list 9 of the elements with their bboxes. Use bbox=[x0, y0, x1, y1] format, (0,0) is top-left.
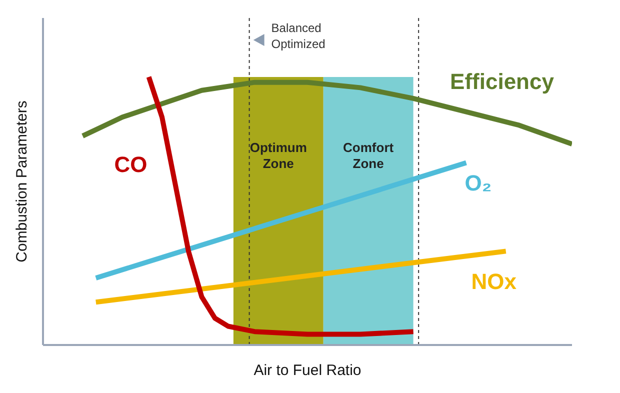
series-label: O₂ bbox=[464, 170, 492, 196]
series-label: Efficiency bbox=[450, 68, 555, 94]
series-label: NOx bbox=[471, 269, 518, 294]
x-axis-title: Air to Fuel Ratio bbox=[254, 362, 362, 379]
text: Balanced Optimized bbox=[271, 21, 326, 51]
annotation: Comfort Zone bbox=[343, 140, 394, 171]
annotation: Optimum Zone bbox=[250, 140, 307, 171]
y-axis-title: Combustion Parameters bbox=[13, 100, 30, 262]
series-label: CO bbox=[114, 152, 148, 177]
